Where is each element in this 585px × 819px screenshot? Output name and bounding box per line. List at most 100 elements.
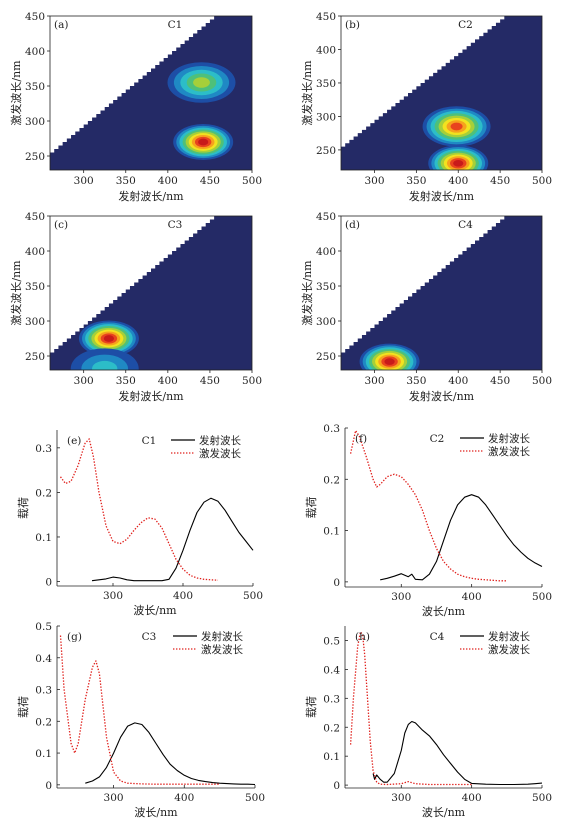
masked-region (50, 16, 252, 156)
x-axis-label: 发射波长/nm (409, 389, 475, 403)
y-tick-label: 0.5 (35, 621, 52, 633)
x-tick-label: 400 (448, 175, 468, 187)
series-line-excitation (59, 635, 220, 785)
y-tick-label: 450 (316, 11, 336, 23)
x-tick-label: 500 (532, 375, 552, 387)
x-tick-label: 500 (532, 175, 552, 187)
series-line-excitation (349, 429, 507, 582)
y-tick-label: 0.3 (323, 423, 340, 435)
y-tick-label: 450 (25, 11, 45, 23)
x-tick-label: 400 (173, 590, 193, 602)
y-axis-label: 载荷 (17, 696, 30, 718)
series-line-emission (380, 494, 543, 581)
x-tick-label: 450 (490, 375, 510, 387)
y-axis-label: 激发波长/nm (300, 260, 314, 326)
contour-level (193, 77, 210, 88)
x-tick-label: 450 (490, 175, 510, 187)
x-tick-label: 300 (391, 591, 411, 603)
x-tick-label: 350 (116, 175, 136, 187)
series-line-emission (85, 722, 256, 786)
x-tick-label: 400 (462, 591, 482, 603)
masked-region (50, 216, 252, 356)
y-tick-label: 0.5 (323, 635, 340, 647)
y-tick-label: 300 (25, 116, 45, 128)
y-tick-label: 0.2 (35, 716, 52, 728)
y-tick-label: 400 (316, 246, 336, 258)
series-line-excitation (59, 438, 219, 581)
y-axis-label: 载荷 (305, 497, 318, 519)
x-tick-label: 400 (448, 375, 468, 387)
y-tick-label: 0.2 (323, 474, 340, 486)
chart-title: C1 (168, 19, 183, 31)
legend-label: 发射波长 (488, 432, 530, 445)
x-tick-label: 350 (406, 175, 426, 187)
x-tick-label: 400 (462, 792, 482, 804)
x-tick-label: 300 (74, 175, 94, 187)
contour-level (384, 358, 395, 365)
panel-label: (e) (67, 435, 81, 447)
legend-label: 激发波长 (488, 643, 530, 656)
contour-level (450, 122, 463, 131)
eem-panel-c4: 300 350 400 450 500 250 300 350 400 450 (d) C4 发射波长/… (300, 211, 552, 403)
contour-level (103, 335, 115, 342)
contour-level (453, 159, 464, 167)
y-tick-label: 0.3 (323, 693, 340, 705)
series-line-emission (372, 720, 543, 786)
x-tick-label: 300 (104, 792, 124, 804)
chart-title: C2 (458, 19, 473, 31)
eem-panel-c3: 300 350 400 450 500 250 300 350 400 450 (c) C3 发射波长/… (9, 211, 262, 403)
x-tick-label: 450 (200, 375, 220, 387)
panel-label: (b) (345, 19, 360, 31)
x-tick-label: 300 (74, 375, 94, 387)
legend-label: 激发波长 (199, 447, 241, 460)
y-tick-label: 0.4 (323, 664, 340, 676)
y-tick-label: 300 (25, 316, 45, 328)
legend-label: 激发波长 (201, 643, 243, 656)
y-tick-label: 250 (316, 351, 336, 363)
chart-title: C3 (142, 631, 157, 643)
y-tick-label: 0.2 (323, 722, 340, 734)
y-tick-label: 0.2 (35, 487, 52, 499)
y-tick-label: 0.1 (35, 532, 52, 544)
x-tick-label: 300 (364, 375, 384, 387)
plot-frame (49, 15, 253, 171)
panel-label: (a) (54, 19, 68, 31)
x-tick-label: 350 (116, 375, 136, 387)
y-axis-label: 激发波长/nm (9, 60, 23, 126)
masked-region (341, 216, 542, 356)
y-tick-label: 300 (316, 111, 336, 123)
x-axis-label: 波长/nm (133, 604, 177, 617)
legend-label: 发射波长 (488, 630, 530, 643)
eem-panel-c1: 300 350 400 450 500 250 300 350 400 450 (a) C1 发射波长/… (9, 11, 262, 203)
y-axis-label: 激发波长/nm (300, 60, 314, 126)
x-tick-label: 500 (242, 375, 262, 387)
eem-panel-c2: 300 350 400 450 500 250 300 350 400 450 (b) C2 发射波长/… (300, 11, 552, 203)
y-tick-label: 250 (25, 151, 45, 163)
y-tick-label: 400 (25, 246, 45, 258)
x-tick-label: 400 (174, 792, 194, 804)
y-tick-label: 0 (333, 577, 340, 589)
x-axis-label: 发射波长/nm (118, 189, 184, 203)
panel-label: (h) (355, 631, 370, 643)
y-tick-label: 250 (25, 351, 45, 363)
x-tick-label: 300 (103, 590, 123, 602)
x-tick-label: 450 (200, 175, 220, 187)
y-tick-label: 350 (316, 78, 336, 90)
legend-label: 发射波长 (201, 630, 243, 643)
contour-level (198, 138, 209, 146)
plot-frame (340, 15, 543, 171)
panel-label: (d) (345, 219, 360, 231)
series-line-emission (91, 497, 254, 582)
plot-frame (340, 215, 543, 371)
x-tick-label: 300 (391, 792, 411, 804)
x-tick-label: 500 (242, 175, 262, 187)
plot-frame (49, 215, 253, 371)
y-tick-label: 350 (25, 281, 45, 293)
y-axis-label: 激发波长/nm (9, 260, 23, 326)
x-axis-label: 发射波长/nm (118, 389, 184, 403)
